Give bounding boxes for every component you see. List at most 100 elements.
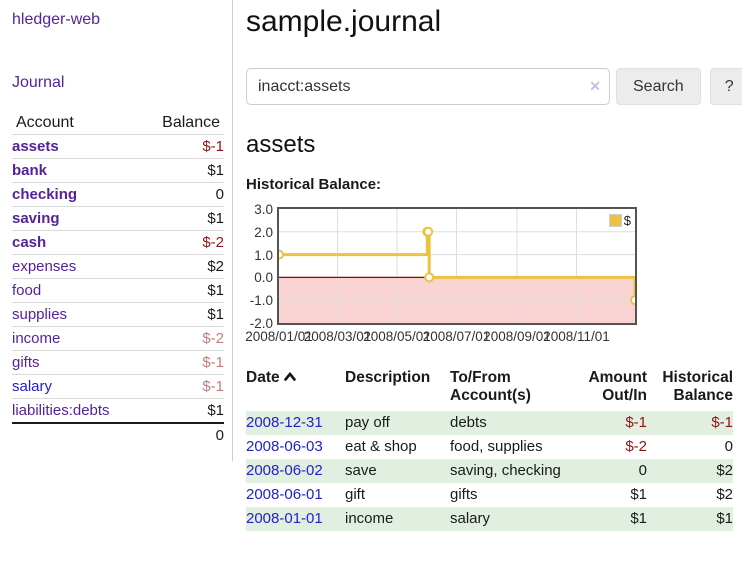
account-balance: $1: [141, 278, 224, 303]
register-header-accounts: To/From Account(s): [450, 369, 562, 411]
account-heading: assets: [246, 131, 316, 158]
chart-plot-area[interactable]: $: [277, 207, 637, 325]
transaction-date-link[interactable]: 2008-01-01: [246, 510, 323, 527]
transaction-balance: $-1: [647, 411, 733, 435]
register-header-row: Date Description To/From Account(s) Amou…: [246, 369, 733, 411]
account-balance: $-1: [141, 134, 224, 159]
transaction-amount: $-2: [625, 438, 647, 455]
transaction-date: 2008-01-01: [246, 507, 345, 531]
account-row: bank $1: [12, 158, 224, 183]
search-input[interactable]: [246, 68, 610, 105]
account-link[interactable]: liabilities:debts: [12, 402, 110, 419]
account-link[interactable]: supplies: [12, 306, 68, 323]
transaction-date: 2008-06-03: [246, 435, 345, 459]
account-link[interactable]: checking: [12, 186, 78, 203]
page-title: sample.journal: [246, 5, 442, 38]
transaction-accounts: food, supplies: [450, 438, 543, 455]
account-balance: $1: [141, 158, 224, 183]
search-form: ✕ Search ?: [246, 68, 742, 105]
account-link[interactable]: food: [12, 282, 42, 299]
transaction-row[interactable]: 2008-01-01 income salary $1 $1: [246, 507, 733, 531]
account-balance: $1: [141, 398, 224, 424]
register-header-amount-line2: Out/In: [602, 387, 647, 404]
y-axis-tick-label: 3.0: [254, 202, 273, 217]
account-link[interactable]: saving: [12, 210, 60, 227]
account-row: income $-2: [12, 326, 224, 351]
transaction-balance: $1: [647, 507, 733, 531]
journal-link[interactable]: Journal: [12, 74, 65, 91]
y-axis-tick-label: -1.0: [249, 293, 273, 309]
x-axis-tick-label: 2008/07/01: [422, 329, 491, 344]
transaction-amount: 0: [562, 459, 647, 483]
y-axis-tick-label: -2.0: [249, 316, 273, 331]
help-button[interactable]: ?: [709, 68, 742, 105]
transaction-balance: $2: [716, 486, 733, 503]
accounts-header-row: Account Balance: [12, 111, 224, 135]
account-link[interactable]: gifts: [12, 354, 40, 371]
transaction-description: eat & shop: [345, 438, 417, 455]
transaction-description: pay off: [345, 411, 450, 435]
transaction-description: save: [345, 459, 450, 483]
account-row: food $1: [12, 278, 224, 303]
account-balance: $2: [141, 254, 224, 279]
transaction-amount: $1: [630, 486, 647, 503]
transaction-row[interactable]: 2008-06-03 eat & shop food, supplies $-2 0: [246, 435, 733, 459]
historical-balance-chart: $ 3.0 2.0 1.0 0.0 -1.0 -2.0 2008/01/01 2008/03…: [245, 202, 637, 345]
clear-search-icon[interactable]: ✕: [589, 78, 601, 94]
register-header-date-label: Date: [246, 369, 280, 386]
x-axis-tick-label: 2008/01/01: [245, 329, 313, 344]
legend-swatch-icon: [608, 214, 622, 227]
transaction-date-link[interactable]: 2008-06-03: [246, 438, 323, 455]
transaction-description: income: [345, 507, 450, 531]
account-row: gifts $-1: [12, 350, 224, 375]
register-header-balance-line2: Balance: [673, 387, 733, 404]
transaction-date-link[interactable]: 2008-12-31: [246, 414, 323, 431]
account-link[interactable]: assets: [12, 138, 59, 155]
chart-legend: $: [608, 213, 631, 228]
legend-label: $: [623, 213, 631, 228]
account-balance: $1: [141, 206, 224, 231]
register-table: Date Description To/From Account(s) Amou…: [246, 369, 733, 531]
account-link[interactable]: income: [12, 330, 61, 347]
account-balance: $-2: [141, 230, 224, 255]
account-row: supplies $1: [12, 302, 224, 327]
transaction-balance: 0: [724, 438, 733, 455]
account-balance: $-1: [141, 350, 224, 375]
register-header-amount-line1: Amount: [588, 369, 647, 386]
transaction-balance: $2: [647, 459, 733, 483]
y-axis-tick-label: 1.0: [254, 247, 273, 263]
transaction-row[interactable]: 2008-12-31 pay off debts $-1 $-1: [246, 411, 733, 435]
transaction-date-link[interactable]: 2008-06-01: [246, 486, 323, 503]
account-link[interactable]: cash: [12, 234, 47, 251]
account-link[interactable]: salary: [12, 378, 53, 395]
transaction-row[interactable]: 2008-06-02 save saving, checking 0 $2: [246, 459, 733, 483]
register-header-balance-line1: Historical: [662, 369, 733, 386]
y-axis-tick-label: 0.0: [254, 270, 273, 286]
y-axis-tick-label: 2.0: [254, 224, 273, 240]
accounts-header-account: Account: [12, 111, 142, 135]
account-row: expenses $2: [12, 254, 224, 279]
account-row: checking 0: [12, 182, 224, 207]
transaction-row[interactable]: 2008-06-01 gift gifts $1 $2: [246, 483, 733, 507]
transaction-accounts: gifts: [450, 486, 478, 503]
app-title-link[interactable]: hledger-web: [12, 11, 101, 28]
register-header-date[interactable]: Date: [246, 369, 345, 411]
transaction-date: 2008-06-02: [246, 459, 345, 483]
search-button[interactable]: Search: [616, 68, 701, 105]
search-input-wrap: ✕: [246, 68, 610, 105]
accounts-table: Account Balance assets $-1 bank $1 checking 0…: [12, 111, 224, 447]
page: hledger-web Journal Account Balance asse…: [0, 0, 742, 531]
account-balance: $-2: [141, 326, 224, 351]
account-row: liabilities:debts $1: [12, 398, 224, 424]
sidebar: hledger-web Journal Account Balance asse…: [0, 0, 233, 461]
transaction-description: gift: [345, 486, 366, 503]
transaction-date-link[interactable]: 2008-06-02: [246, 462, 323, 479]
chart-series-svg: [279, 209, 635, 323]
transaction-accounts: debts: [450, 411, 562, 435]
register-header-description: Description: [345, 369, 431, 386]
x-axis-tick-label: 2008/05/01: [363, 329, 431, 344]
account-row: assets $-1: [12, 134, 224, 159]
account-link[interactable]: bank: [12, 162, 48, 179]
account-link[interactable]: expenses: [12, 258, 77, 275]
account-row: saving $1: [12, 206, 224, 231]
